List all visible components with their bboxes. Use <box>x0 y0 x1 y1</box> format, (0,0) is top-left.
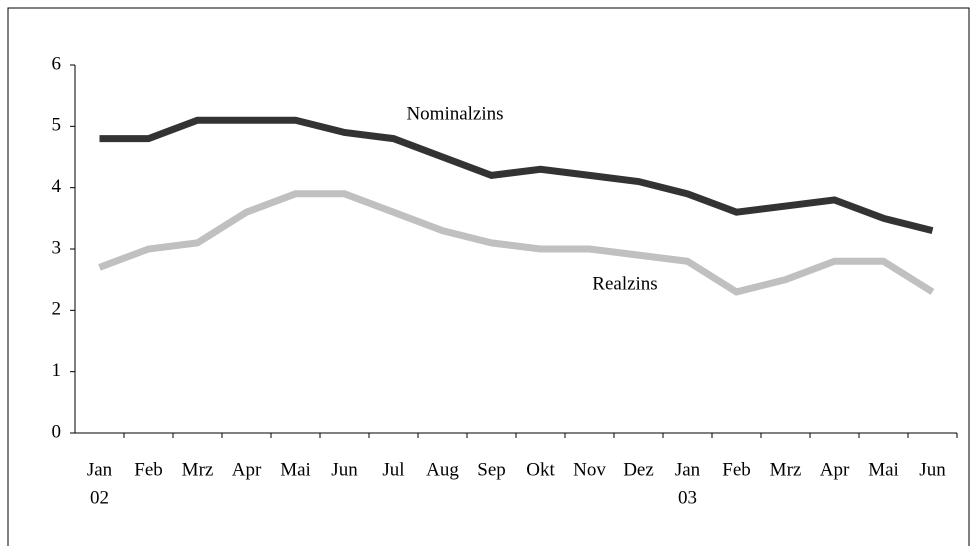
x-tick-label: Feb <box>134 459 163 480</box>
x-tick-label: Jan <box>675 459 701 480</box>
y-tick-label: 1 <box>52 360 62 381</box>
x-tick-label: Jan <box>87 459 113 480</box>
x-tick-label: Nov <box>573 459 606 480</box>
x-tick-label: Jun <box>919 459 946 480</box>
x-tick-label: Apr <box>232 459 262 480</box>
x-year-label: 03 <box>678 487 697 508</box>
y-tick-label: 4 <box>52 176 62 197</box>
x-tick-label: Jul <box>382 459 404 480</box>
x-tick-label: Mrz <box>770 459 802 480</box>
series-line <box>99 116 934 234</box>
y-tick-label: 5 <box>52 115 62 136</box>
x-tick-label: Feb <box>722 459 751 480</box>
y-tick-label: 0 <box>52 421 62 442</box>
x-tick-label: Okt <box>526 459 555 480</box>
series-label: Realzins <box>592 273 657 294</box>
x-year-label: 02 <box>90 487 109 508</box>
y-tick-label: 3 <box>52 237 62 258</box>
y-tick-label: 6 <box>52 53 62 74</box>
series-line <box>98 190 935 296</box>
series-label: Nominalzins <box>406 103 503 124</box>
x-tick-label: Mrz <box>182 459 214 480</box>
x-tick-label: Mai <box>868 459 899 480</box>
chart-border <box>7 7 970 546</box>
x-tick-label: Aug <box>426 459 459 480</box>
x-tick-label: Sep <box>477 459 506 480</box>
x-tick-label: Dez <box>623 459 654 480</box>
y-tick-label: 2 <box>52 299 62 320</box>
x-tick-label: Jun <box>331 459 358 480</box>
x-tick-label: Mai <box>280 459 311 480</box>
x-tick-label: Apr <box>820 459 850 480</box>
